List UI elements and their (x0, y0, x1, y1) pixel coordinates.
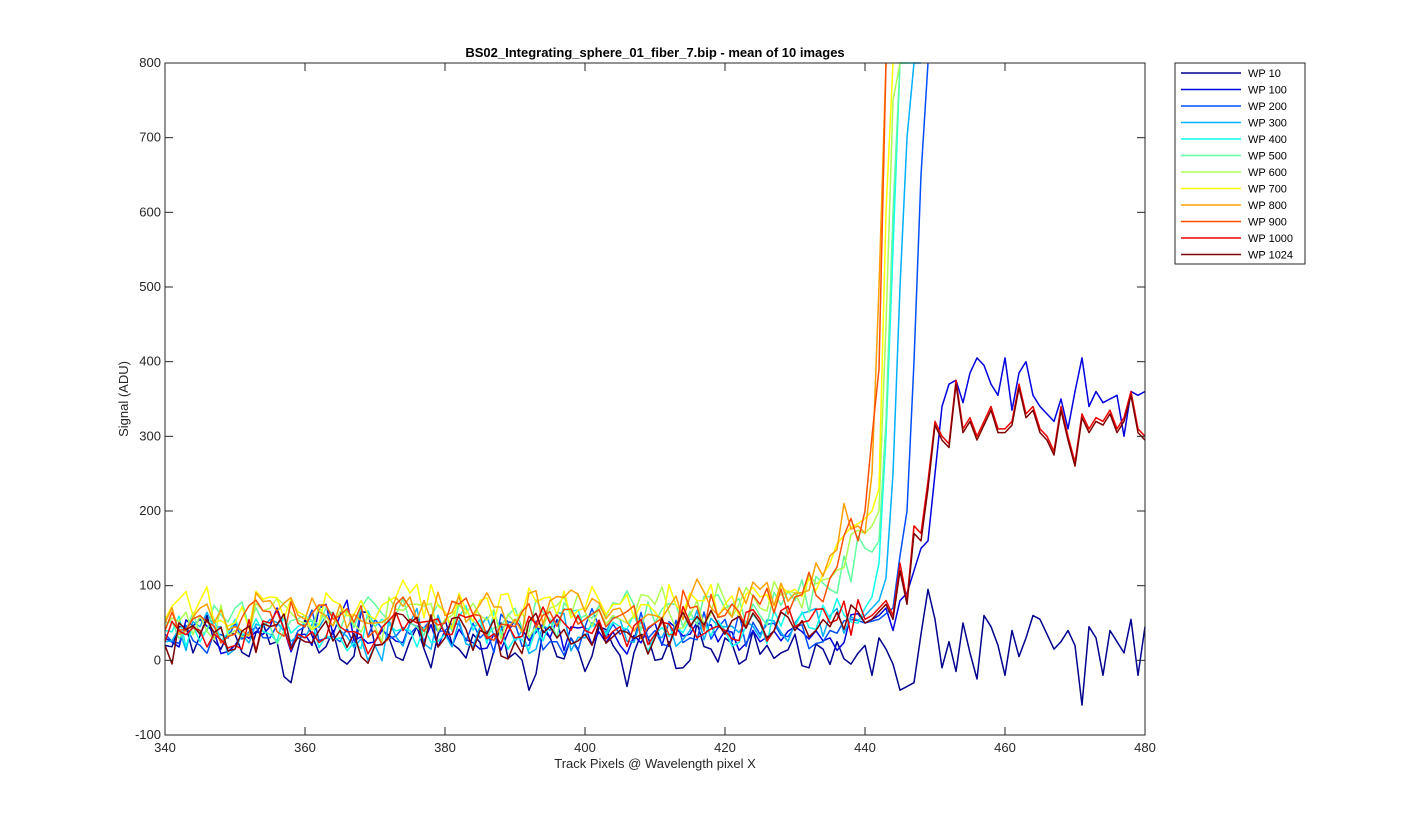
y-tick-label: 800 (139, 55, 161, 70)
plot-frame (164, 62, 1146, 736)
legend-label: WP 500 (1248, 151, 1287, 163)
y-tick-label: 100 (139, 578, 161, 593)
x-tick-label: 480 (1134, 740, 1156, 755)
series-line-wp-1024 (164, 383, 1146, 665)
y-tick-label: 400 (139, 354, 161, 369)
legend-label: WP 300 (1248, 118, 1287, 130)
x-axis-label: Track Pixels @ Wavelength pixel X (554, 756, 756, 771)
x-tick-label: 420 (714, 740, 736, 755)
legend: WP 10 WP 100 WP 200 WP 300 WP 400 WP 500 WP 60… (1174, 62, 1306, 265)
y-tick-label: 0 (154, 652, 161, 667)
legend-label: WP 800 (1248, 200, 1287, 212)
legend-label: WP 10 (1248, 68, 1281, 80)
legend-label: WP 200 (1248, 101, 1287, 113)
y-axis-label: Signal (ADU) (116, 361, 131, 437)
x-tick-label: 360 (294, 740, 316, 755)
chart-title: BS02_Integrating_sphere_01_fiber_7.bip -… (465, 45, 844, 60)
x-tick-label: 380 (434, 740, 456, 755)
x-axis: 340 360 380 400 420 440 460 480 (154, 63, 1156, 755)
series-line-wp-10 (164, 588, 1146, 706)
y-tick-label: 200 (139, 503, 161, 518)
y-tick-label: 600 (139, 204, 161, 219)
legend-label: WP 100 (1248, 85, 1287, 97)
series-layer (164, 62, 1146, 706)
legend-label: WP 900 (1248, 217, 1287, 229)
legend-label: WP 1024 (1248, 250, 1293, 262)
y-tick-label: 500 (139, 279, 161, 294)
y-tick-label: -100 (135, 727, 161, 742)
x-tick-label: 400 (574, 740, 596, 755)
x-tick-label: 340 (154, 740, 176, 755)
series-line-wp-800 (164, 62, 887, 637)
legend-label: WP 1000 (1248, 233, 1293, 245)
y-tick-label: 700 (139, 130, 161, 145)
legend-box (1174, 62, 1306, 265)
y-tick-label: 300 (139, 428, 161, 443)
legend-label: WP 700 (1248, 184, 1287, 196)
legend-label: WP 600 (1248, 167, 1287, 179)
legend-label: WP 400 (1248, 134, 1287, 146)
x-tick-label: 440 (854, 740, 876, 755)
x-tick-label: 460 (994, 740, 1016, 755)
y-axis: -100 0 100 200 300 400 500 600 700 800 (135, 55, 1145, 742)
series-line-wp-500 (164, 62, 907, 645)
